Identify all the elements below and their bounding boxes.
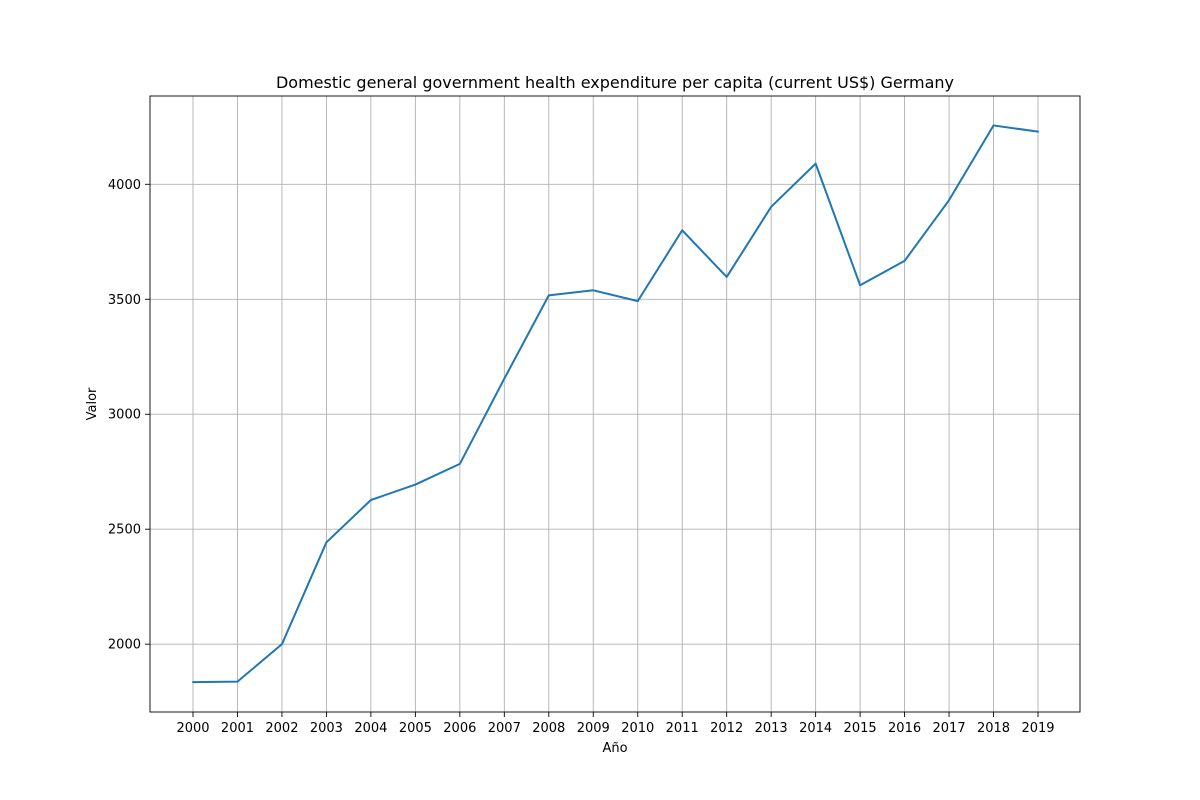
y-tick-label: 2500 — [108, 523, 141, 538]
y-tick-label: 4000 — [108, 178, 141, 193]
x-tick-label: 2009 — [577, 721, 610, 736]
x-tick-label: 2010 — [621, 721, 654, 736]
x-tick-label: 2016 — [888, 721, 921, 736]
x-tick-label: 2000 — [176, 721, 209, 736]
plot-frame — [149, 95, 1081, 713]
y-tick-label: 3000 — [108, 408, 141, 423]
x-tick-label: 2012 — [710, 721, 743, 736]
x-tick-label: 2018 — [977, 721, 1010, 736]
series-layer — [192, 124, 1039, 684]
x-tick-label: 2003 — [310, 721, 343, 736]
x-tick-label: 2013 — [755, 721, 788, 736]
x-tick-label: 2006 — [443, 721, 476, 736]
y-tick-label: 3500 — [108, 293, 141, 308]
x-tick-label: 2004 — [354, 721, 387, 736]
x-tick-label: 2019 — [1021, 721, 1054, 736]
x-tick-label: 2015 — [844, 721, 877, 736]
x-tick-label: 2001 — [221, 721, 254, 736]
x-tick-label: 2005 — [399, 721, 432, 736]
x-tick-label: 2017 — [933, 721, 966, 736]
x-tick-label: 2011 — [666, 721, 699, 736]
x-tick-label: 2002 — [265, 721, 298, 736]
series-line-0 — [192, 124, 1039, 684]
x-tick-label: 2014 — [799, 721, 832, 736]
grid-layer — [150, 96, 1080, 712]
y-axis-label: Valor — [85, 387, 100, 420]
y-tick-label: 2000 — [108, 638, 141, 653]
chart-title: Domestic general government health expen… — [276, 73, 954, 92]
x-tick-label: 2007 — [488, 721, 521, 736]
x-tick-label: 2008 — [532, 721, 565, 736]
x-axis-label: Año — [602, 741, 627, 756]
tick-layer: 2000 2001 2002 2003 2004 2005 2006 2007 2008 2009… — [108, 178, 1055, 736]
